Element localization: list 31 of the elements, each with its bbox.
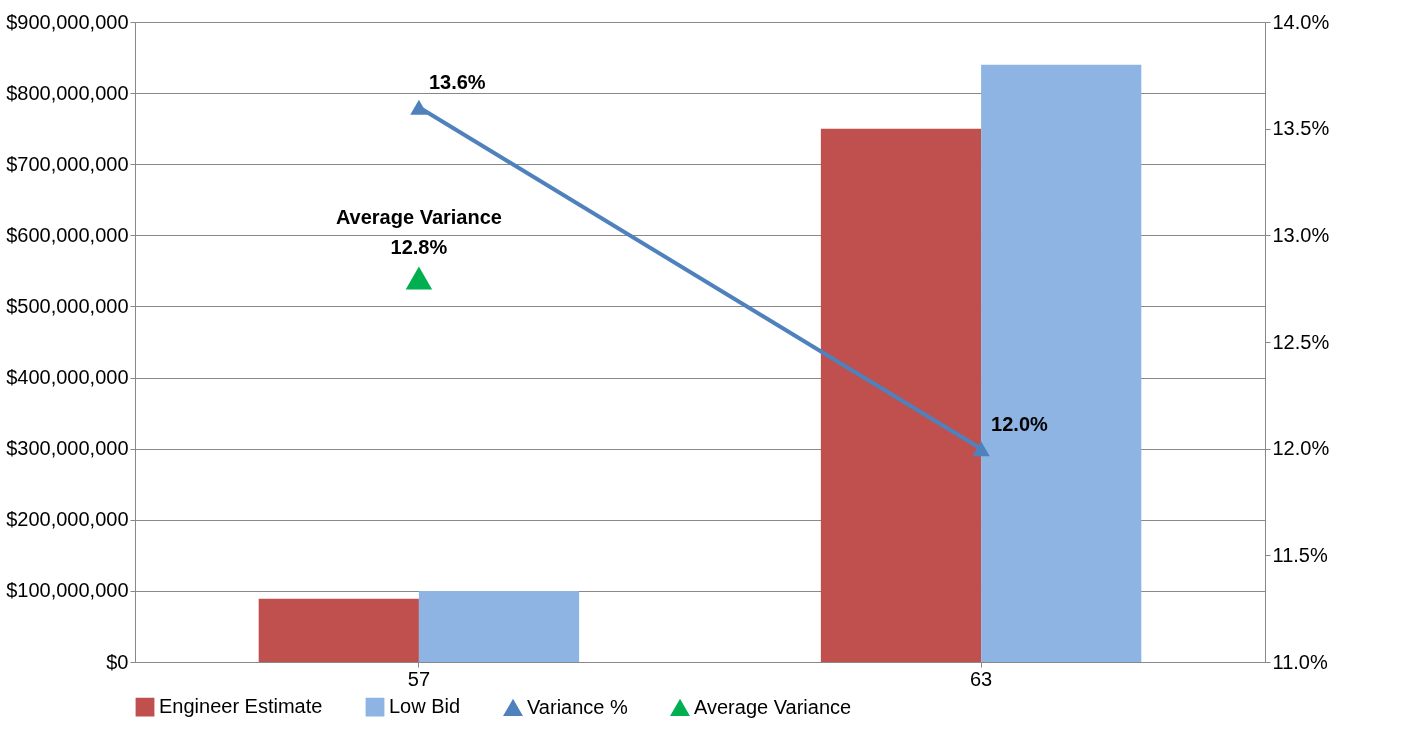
y-tick-label: $900,000,000 — [6, 10, 129, 33]
y2-tick-label: 11.0% — [1272, 650, 1328, 673]
y2-tick-label: 12.5% — [1272, 330, 1330, 353]
point — [405, 266, 433, 290]
data-label: 12.0% — [991, 412, 1049, 435]
y-tick-label: $500,000,000 — [6, 294, 129, 317]
y2-tick-label: 13.0% — [1272, 223, 1330, 246]
y2-tick-label: 11.5% — [1272, 543, 1328, 566]
legend-label: Variance % — [527, 695, 629, 718]
y2-tick-label: 12.0% — [1272, 437, 1330, 460]
legend-label: Low Bid — [389, 695, 461, 718]
y-tick-label: $100,000,000 — [6, 579, 129, 602]
y-tick-label: $800,000,000 — [6, 81, 129, 104]
y-tick-label: $200,000,000 — [6, 508, 129, 531]
bar — [820, 128, 982, 662]
x-tick-label: 57 — [407, 667, 431, 690]
data-label: Average Variance 12.8% — [335, 206, 502, 258]
bar — [418, 590, 580, 662]
bar — [258, 598, 419, 662]
data-label: 13.6% — [428, 71, 486, 94]
y-tick-label: $600,000,000 — [6, 223, 129, 246]
y-tick-label: $400,000,000 — [6, 366, 129, 389]
x-tick-label: 63 — [969, 667, 993, 690]
y2-tick-label: 13.5% — [1272, 117, 1330, 140]
y-tick-label: $0 — [106, 650, 129, 673]
y-tick-label: $700,000,000 — [6, 152, 129, 175]
y2-tick-label: 14.0% — [1272, 10, 1330, 33]
y-tick-label: $300,000,000 — [6, 437, 129, 460]
bar — [981, 64, 1142, 662]
legend-label: Engineer Estimate — [159, 695, 323, 718]
legend-label: Average Variance — [694, 695, 852, 718]
